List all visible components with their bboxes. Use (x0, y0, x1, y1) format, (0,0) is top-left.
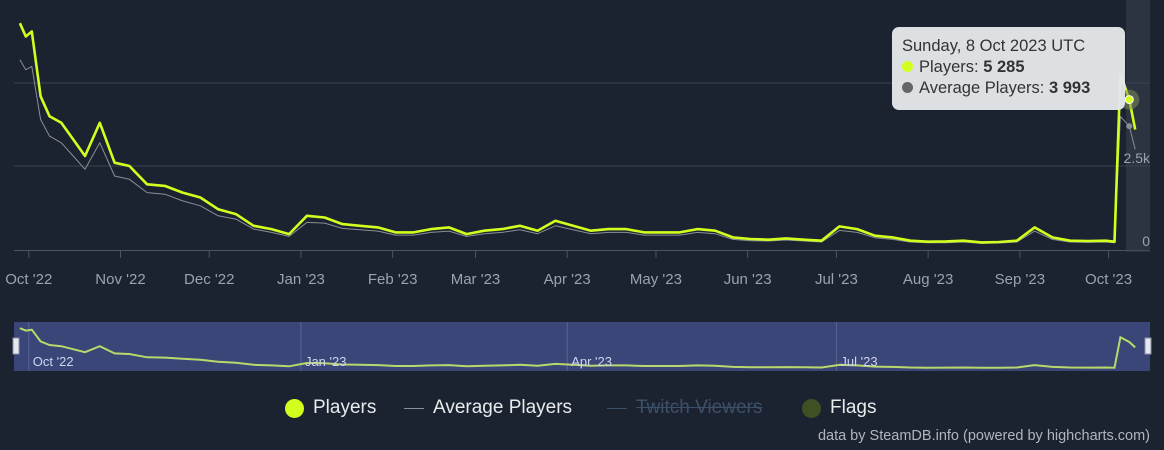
players-series-line[interactable] (18, 22, 1137, 244)
x-axis: Oct '22 Nov '22 Dec '22 Jan '23 Feb '23 Mar '… (5, 250, 1132, 288)
navigator-handle-left-grip[interactable] (12, 337, 20, 355)
tooltip-players-label: Players: (919, 58, 979, 76)
x-tick-label: Jan '23 (277, 271, 325, 288)
average-legend-icon (404, 407, 424, 409)
x-tick-label: Oct '23 (1085, 271, 1132, 288)
x-tick-label: Dec '22 (184, 271, 234, 288)
x-tick-label: Jul '23 (815, 271, 858, 288)
tooltip-avg-label: Average Players: (919, 79, 1045, 97)
y-tick-label: 2.5k (1124, 150, 1151, 166)
x-tick-label: Feb '23 (368, 271, 418, 288)
y-axis: 2.5k 0 (1124, 150, 1151, 249)
navigator-tick-label: Oct '22 (33, 354, 74, 369)
navigator-selection[interactable] (14, 322, 1150, 371)
players-legend-icon (285, 398, 304, 418)
navigator-tick-label: Jul '23 (840, 354, 877, 369)
players-hover-point (1124, 95, 1134, 105)
series-lines[interactable] (18, 22, 1137, 244)
legend-item-twitch-viewers[interactable]: Twitch Viewers (607, 394, 762, 422)
y-tick-label: 0 (1142, 233, 1150, 249)
tooltip: Sunday, 8 Oct 2023 UTC Players: 5 285 Av… (892, 27, 1125, 110)
legend-item-average-players[interactable]: Average Players (404, 394, 572, 422)
tooltip-avg-value: 3 993 (1048, 79, 1091, 97)
average-hover-point (1126, 123, 1133, 130)
x-tick-label: Mar '23 (451, 271, 501, 288)
legend-players-label: Players (313, 397, 377, 418)
navigator-handle-left[interactable] (12, 337, 20, 355)
tooltip-date: Sunday, 8 Oct 2023 UTC (902, 37, 1086, 55)
tooltip-players-value: 5 285 (983, 58, 1025, 76)
twitch-legend-icon (607, 407, 627, 409)
x-tick-label: Apr '23 (544, 271, 591, 288)
navigator-handle-right-grip[interactable] (1144, 337, 1152, 355)
legend-twitch-label: Twitch Viewers (636, 397, 763, 418)
x-tick-label: Aug '23 (903, 271, 953, 288)
legend-flags-label: Flags (830, 397, 877, 418)
credits[interactable]: data by SteamDB.info (powered by highcha… (817, 428, 1150, 444)
tooltip-players-row: Players: 5 285 (902, 57, 1125, 78)
x-tick-label: May '23 (630, 271, 682, 288)
x-tick-label: Jun '23 (724, 271, 772, 288)
x-tick-label: Sep '23 (995, 271, 1045, 288)
x-tick-label: Nov '22 (95, 271, 145, 288)
flags-legend-icon (802, 398, 821, 418)
legend: Players Average Players Twitch Viewers F… (0, 394, 1164, 422)
average-dot-icon (902, 82, 913, 93)
navigator-tick-label: Jan '23 (305, 354, 347, 369)
legend-item-players[interactable]: Players (285, 394, 376, 422)
navigator-series-line (19, 327, 1136, 369)
legend-item-flags[interactable]: Flags (802, 394, 876, 422)
navigator[interactable]: Oct '22 Jan '23 Apr '23 Jul '23 (12, 322, 1152, 371)
navigator-tick-label: Apr '23 (571, 354, 612, 369)
x-tick-label: Oct '22 (5, 271, 52, 288)
legend-avg-label: Average Players (433, 397, 573, 418)
navigator-handle-right[interactable] (1144, 337, 1152, 355)
tooltip-avg-row: Average Players: 3 993 (902, 78, 1125, 99)
players-dot-icon (902, 61, 913, 72)
